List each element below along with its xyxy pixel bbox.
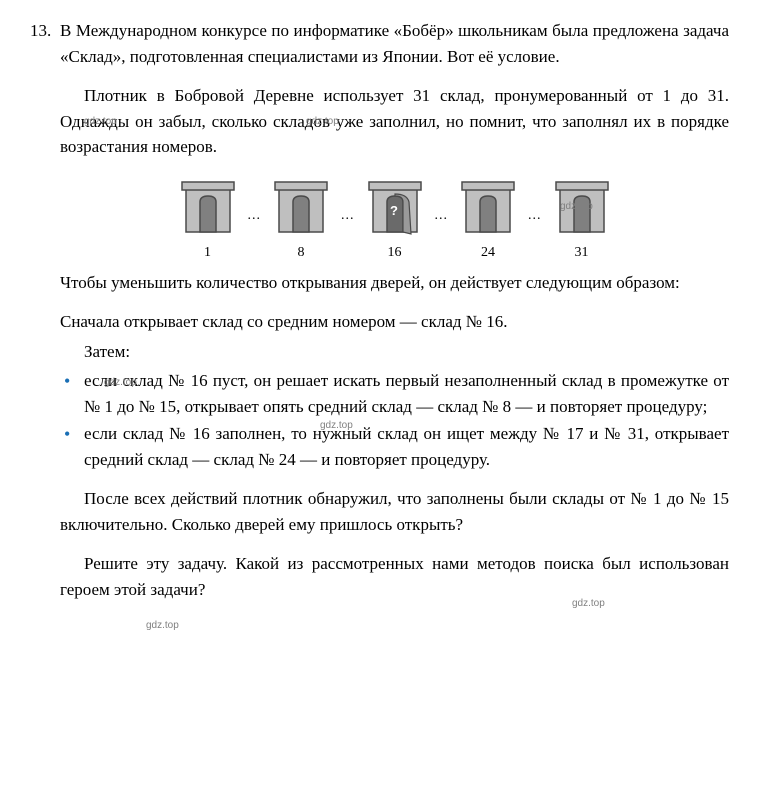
bullet-item: если склад № 16 заполнен, то нужный скла… xyxy=(60,421,729,472)
setup-paragraph: Плотник в Бобровой Деревне использует 31… xyxy=(60,83,729,160)
intro-paragraph: В Международном конкурсе по информатике … xyxy=(60,18,729,69)
bullet-list: если склад № 16 пуст, он решает искать п… xyxy=(60,368,729,472)
then-label: Затем: xyxy=(60,339,729,365)
warehouse-label: 16 xyxy=(388,242,402,260)
problem-number: 13. xyxy=(30,18,51,44)
warehouse-24: 24 xyxy=(460,178,516,260)
watermark: gdz.top xyxy=(560,199,593,214)
svg-text:?: ? xyxy=(390,203,398,218)
warehouse-icon xyxy=(273,178,329,236)
warehouse-row: 1 ... 8 ... ? 16 ... 24 ... xyxy=(60,178,729,260)
watermark: gdz.top xyxy=(104,375,137,390)
ellipsis: ... xyxy=(516,205,554,226)
warehouse-8: 8 xyxy=(273,178,329,260)
watermark: gdz.top xyxy=(84,114,117,129)
warehouse-label: 31 xyxy=(575,242,589,260)
method-first: Сначала открывает склад со средним номер… xyxy=(60,309,729,335)
method-intro: Чтобы уменьшить количество открывания дв… xyxy=(60,270,729,296)
warehouse-open-icon: ? xyxy=(367,178,423,236)
warehouse-label: 24 xyxy=(481,242,495,260)
ellipsis: ... xyxy=(423,205,461,226)
watermark: gdz.top xyxy=(320,418,353,433)
warehouse-label: 8 xyxy=(298,242,305,260)
ellipsis: ... xyxy=(236,205,274,226)
warehouse-icon xyxy=(460,178,516,236)
watermark: gdz.top xyxy=(306,114,339,129)
question-paragraph: Решите эту задачу. Какой из рассмотренны… xyxy=(60,551,729,602)
warehouse-1: 1 xyxy=(180,178,236,260)
watermark: gdz.top xyxy=(146,618,179,633)
warehouse-icon xyxy=(180,178,236,236)
warehouse-16-open: ? 16 xyxy=(367,178,423,260)
watermark: gdz.top xyxy=(572,596,605,611)
bullet-item: если склад № 16 пуст, он решает искать п… xyxy=(60,368,729,419)
warehouse-label: 1 xyxy=(204,242,211,260)
warehouse-31: 31 xyxy=(554,178,610,260)
ellipsis: ... xyxy=(329,205,367,226)
conclusion-paragraph: После всех действий плотник обнаружил, ч… xyxy=(60,486,729,537)
